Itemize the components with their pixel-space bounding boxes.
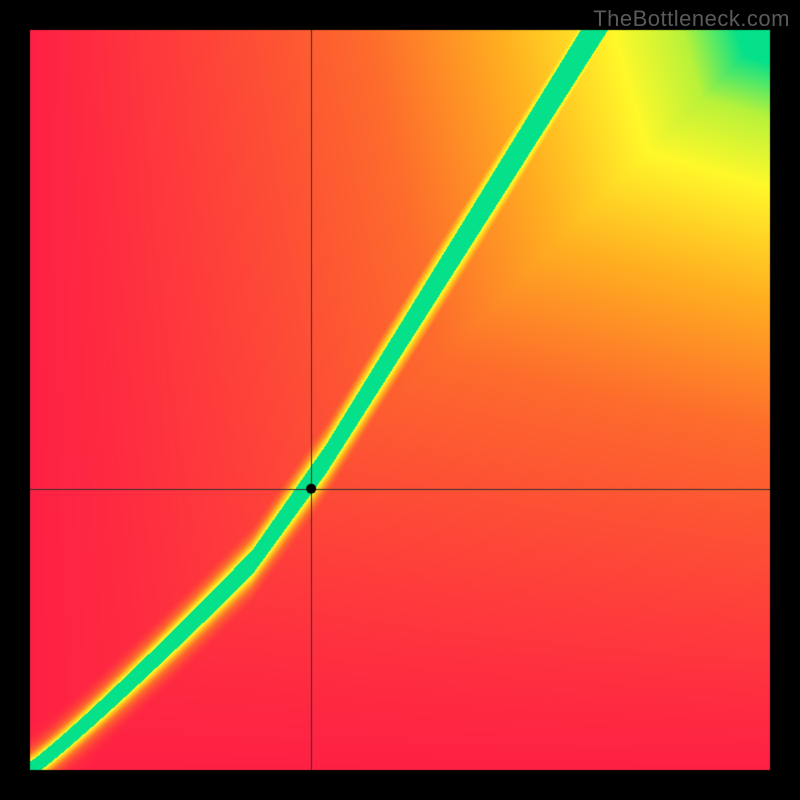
bottleneck-heatmap [0, 0, 800, 800]
chart-container: TheBottleneck.com [0, 0, 800, 800]
watermark-text: TheBottleneck.com [593, 6, 790, 32]
